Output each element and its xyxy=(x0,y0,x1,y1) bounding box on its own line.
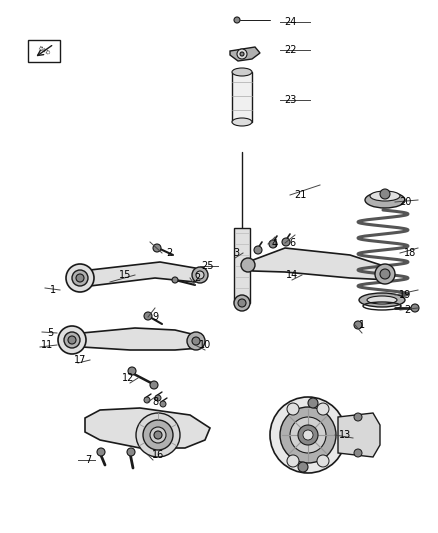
Ellipse shape xyxy=(232,118,252,126)
Circle shape xyxy=(269,240,277,248)
Circle shape xyxy=(196,271,204,279)
Circle shape xyxy=(76,274,84,282)
Circle shape xyxy=(64,332,80,348)
Circle shape xyxy=(238,299,246,307)
Bar xyxy=(234,228,250,303)
Circle shape xyxy=(150,427,166,443)
Circle shape xyxy=(354,321,362,329)
Circle shape xyxy=(298,425,318,445)
Circle shape xyxy=(155,395,161,401)
Polygon shape xyxy=(253,248,390,280)
Circle shape xyxy=(380,189,390,199)
Circle shape xyxy=(150,381,158,389)
Text: 16: 16 xyxy=(152,450,164,460)
Circle shape xyxy=(354,413,362,421)
Polygon shape xyxy=(82,328,200,350)
Circle shape xyxy=(290,417,326,453)
Circle shape xyxy=(298,462,308,472)
Circle shape xyxy=(144,312,152,320)
Circle shape xyxy=(411,304,419,312)
Circle shape xyxy=(308,398,318,408)
Ellipse shape xyxy=(359,293,405,307)
Text: 21: 21 xyxy=(294,190,306,200)
Circle shape xyxy=(237,49,247,59)
Text: 25: 25 xyxy=(201,261,214,271)
Circle shape xyxy=(97,448,105,456)
Ellipse shape xyxy=(365,192,405,208)
Circle shape xyxy=(153,244,161,252)
Circle shape xyxy=(68,336,76,344)
Circle shape xyxy=(154,431,162,439)
Circle shape xyxy=(66,264,94,292)
Circle shape xyxy=(280,407,336,463)
Text: 2: 2 xyxy=(166,248,172,258)
Circle shape xyxy=(160,401,166,407)
Circle shape xyxy=(254,246,262,254)
Circle shape xyxy=(144,397,150,403)
Circle shape xyxy=(287,403,299,415)
Bar xyxy=(232,72,252,122)
Text: FWD: FWD xyxy=(37,46,51,56)
Text: 15: 15 xyxy=(119,270,131,280)
Polygon shape xyxy=(338,413,380,457)
Circle shape xyxy=(241,258,255,272)
Circle shape xyxy=(380,269,390,279)
Text: 19: 19 xyxy=(399,290,411,300)
Circle shape xyxy=(72,270,88,286)
Circle shape xyxy=(317,455,329,467)
Circle shape xyxy=(127,448,135,456)
Circle shape xyxy=(136,413,180,457)
Ellipse shape xyxy=(370,191,400,201)
Circle shape xyxy=(143,420,173,450)
Text: 10: 10 xyxy=(199,340,211,350)
Text: 2: 2 xyxy=(404,305,410,315)
Text: 23: 23 xyxy=(284,95,297,105)
Circle shape xyxy=(192,337,200,345)
Circle shape xyxy=(354,449,362,457)
Text: 4: 4 xyxy=(272,239,278,249)
Text: 17: 17 xyxy=(74,355,86,365)
Text: 12: 12 xyxy=(122,373,134,383)
Text: 14: 14 xyxy=(286,270,298,280)
Polygon shape xyxy=(90,262,205,286)
Text: 18: 18 xyxy=(404,248,416,258)
Text: 24: 24 xyxy=(284,17,297,27)
Text: 5: 5 xyxy=(47,328,53,338)
Text: 3: 3 xyxy=(233,248,239,258)
Polygon shape xyxy=(230,47,260,61)
Text: 8: 8 xyxy=(152,397,158,407)
Text: 1: 1 xyxy=(50,285,56,295)
Circle shape xyxy=(270,397,346,473)
Circle shape xyxy=(375,264,395,284)
Ellipse shape xyxy=(367,296,397,304)
Text: 1: 1 xyxy=(359,320,365,330)
Circle shape xyxy=(287,455,299,467)
Text: 6: 6 xyxy=(289,238,295,248)
Polygon shape xyxy=(85,408,210,448)
Circle shape xyxy=(240,52,244,56)
Circle shape xyxy=(128,367,136,375)
Text: 7: 7 xyxy=(85,455,91,465)
Text: 22: 22 xyxy=(284,45,297,55)
Text: 2: 2 xyxy=(194,273,200,283)
Circle shape xyxy=(192,267,208,283)
Circle shape xyxy=(303,430,313,440)
Circle shape xyxy=(187,332,205,350)
Circle shape xyxy=(282,238,290,246)
Text: 13: 13 xyxy=(339,430,351,440)
Circle shape xyxy=(234,295,250,311)
Circle shape xyxy=(317,403,329,415)
Circle shape xyxy=(234,17,240,23)
Ellipse shape xyxy=(232,68,252,76)
Circle shape xyxy=(172,277,178,283)
Text: 20: 20 xyxy=(399,197,411,207)
Circle shape xyxy=(58,326,86,354)
Text: 9: 9 xyxy=(152,312,158,322)
Text: 11: 11 xyxy=(41,340,53,350)
